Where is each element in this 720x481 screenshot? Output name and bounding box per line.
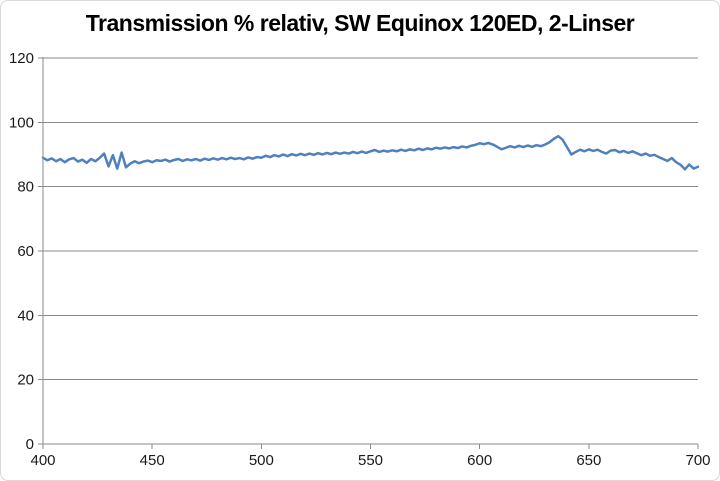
y-tick-label: 0: [26, 436, 34, 453]
y-tick-label: 40: [17, 307, 34, 324]
y-tick-label: 80: [17, 179, 34, 196]
x-tick-label: 600: [467, 452, 492, 469]
x-tick-label: 450: [140, 452, 165, 469]
x-tick-label: 500: [249, 452, 274, 469]
y-tick-label: 60: [17, 243, 34, 260]
x-tick-label: 550: [358, 452, 383, 469]
x-tick-label: 400: [30, 452, 55, 469]
y-tick-label: 100: [9, 114, 34, 131]
y-tick-label: 20: [17, 372, 34, 389]
y-tick-label: 120: [9, 50, 34, 67]
chart-title: Transmission % relativ, SW Equinox 120ED…: [85, 10, 635, 36]
x-tick-label: 700: [685, 452, 710, 469]
transmission-series-line: [41, 134, 700, 171]
x-tick-label: 650: [576, 452, 601, 469]
